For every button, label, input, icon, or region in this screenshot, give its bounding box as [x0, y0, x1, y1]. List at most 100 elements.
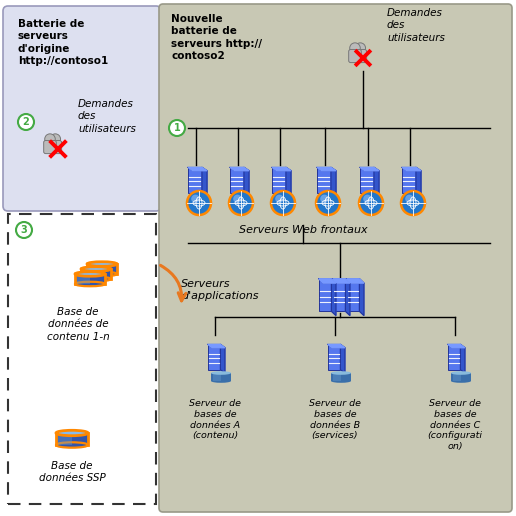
- Polygon shape: [319, 279, 336, 283]
- FancyBboxPatch shape: [451, 373, 471, 381]
- Ellipse shape: [56, 442, 88, 448]
- FancyBboxPatch shape: [354, 50, 366, 62]
- Circle shape: [229, 191, 253, 215]
- Circle shape: [169, 120, 185, 136]
- Text: Serveurs Web frontaux: Serveurs Web frontaux: [238, 225, 367, 235]
- Circle shape: [271, 191, 295, 215]
- Polygon shape: [331, 279, 336, 315]
- Ellipse shape: [75, 272, 105, 276]
- FancyBboxPatch shape: [328, 344, 341, 369]
- FancyBboxPatch shape: [75, 274, 105, 284]
- FancyBboxPatch shape: [402, 167, 416, 192]
- FancyBboxPatch shape: [208, 344, 220, 369]
- FancyBboxPatch shape: [8, 214, 156, 504]
- Circle shape: [350, 43, 360, 53]
- FancyBboxPatch shape: [44, 140, 56, 154]
- Ellipse shape: [56, 430, 88, 436]
- Text: Base de
données SSP: Base de données SSP: [39, 461, 105, 483]
- Polygon shape: [188, 167, 207, 171]
- Polygon shape: [244, 167, 249, 196]
- FancyBboxPatch shape: [83, 269, 96, 279]
- Circle shape: [187, 191, 211, 215]
- FancyBboxPatch shape: [349, 50, 361, 62]
- FancyArrowPatch shape: [160, 265, 186, 301]
- Ellipse shape: [75, 282, 105, 286]
- FancyBboxPatch shape: [3, 6, 161, 211]
- Text: Base de
données de
contenu 1-n: Base de données de contenu 1-n: [46, 307, 109, 342]
- Text: Batterie de
serveurs
d'origine
http://contoso1: Batterie de serveurs d'origine http://co…: [18, 19, 108, 66]
- Polygon shape: [402, 167, 421, 171]
- Circle shape: [401, 191, 425, 215]
- FancyBboxPatch shape: [331, 373, 351, 381]
- Text: Nouvelle
batterie de
serveurs http://
contoso2: Nouvelle batterie de serveurs http:// co…: [171, 14, 262, 61]
- Polygon shape: [460, 344, 465, 373]
- Polygon shape: [202, 167, 207, 196]
- Circle shape: [355, 43, 365, 53]
- FancyBboxPatch shape: [213, 373, 221, 381]
- Polygon shape: [341, 344, 345, 373]
- Polygon shape: [230, 167, 249, 171]
- Polygon shape: [208, 344, 225, 348]
- Polygon shape: [331, 167, 336, 196]
- Circle shape: [18, 114, 34, 130]
- FancyBboxPatch shape: [333, 279, 345, 311]
- Ellipse shape: [81, 267, 111, 271]
- FancyBboxPatch shape: [360, 167, 374, 192]
- Ellipse shape: [211, 371, 231, 375]
- Ellipse shape: [81, 277, 111, 281]
- FancyBboxPatch shape: [453, 373, 461, 381]
- Circle shape: [405, 195, 414, 203]
- FancyBboxPatch shape: [87, 264, 117, 274]
- Polygon shape: [333, 279, 350, 283]
- Text: 3: 3: [21, 225, 27, 235]
- Polygon shape: [374, 167, 379, 196]
- Polygon shape: [347, 279, 364, 283]
- Text: Demandes
des
utilisateurs: Demandes des utilisateurs: [78, 99, 136, 134]
- Ellipse shape: [331, 371, 351, 375]
- FancyBboxPatch shape: [272, 167, 286, 192]
- Polygon shape: [360, 167, 379, 171]
- Ellipse shape: [211, 379, 231, 383]
- Circle shape: [320, 195, 329, 203]
- FancyBboxPatch shape: [58, 433, 72, 445]
- FancyBboxPatch shape: [347, 279, 360, 311]
- Polygon shape: [220, 344, 225, 373]
- Text: 1: 1: [173, 123, 181, 133]
- FancyBboxPatch shape: [333, 373, 341, 381]
- Ellipse shape: [87, 272, 117, 276]
- Polygon shape: [272, 167, 291, 171]
- FancyBboxPatch shape: [81, 269, 111, 279]
- Polygon shape: [317, 167, 336, 171]
- FancyBboxPatch shape: [188, 167, 202, 192]
- Circle shape: [275, 195, 284, 203]
- FancyBboxPatch shape: [211, 373, 231, 381]
- Circle shape: [191, 195, 200, 203]
- FancyBboxPatch shape: [77, 274, 90, 284]
- FancyBboxPatch shape: [230, 167, 244, 192]
- Text: 2: 2: [23, 117, 29, 127]
- Polygon shape: [416, 167, 421, 196]
- Ellipse shape: [87, 262, 117, 266]
- FancyBboxPatch shape: [49, 140, 61, 154]
- Polygon shape: [286, 167, 291, 196]
- FancyBboxPatch shape: [89, 264, 102, 274]
- FancyBboxPatch shape: [56, 433, 88, 445]
- Text: Serveurs
d'applications: Serveurs d'applications: [181, 279, 259, 301]
- Circle shape: [45, 134, 55, 144]
- FancyBboxPatch shape: [159, 4, 512, 512]
- Circle shape: [233, 195, 241, 203]
- FancyBboxPatch shape: [319, 279, 331, 311]
- Text: Serveur de
bases de
données A
(contenu): Serveur de bases de données A (contenu): [189, 399, 241, 440]
- Text: Demandes
des
utilisateurs: Demandes des utilisateurs: [387, 8, 445, 43]
- Ellipse shape: [331, 379, 351, 383]
- Polygon shape: [360, 279, 364, 315]
- Ellipse shape: [451, 379, 471, 383]
- FancyBboxPatch shape: [317, 167, 331, 192]
- Polygon shape: [448, 344, 465, 348]
- Circle shape: [16, 222, 32, 238]
- Polygon shape: [345, 279, 350, 315]
- Circle shape: [359, 191, 383, 215]
- FancyBboxPatch shape: [448, 344, 460, 369]
- Text: Serveur de
bases de
données C
(configurati
on): Serveur de bases de données C (configura…: [427, 399, 482, 451]
- Circle shape: [50, 134, 60, 144]
